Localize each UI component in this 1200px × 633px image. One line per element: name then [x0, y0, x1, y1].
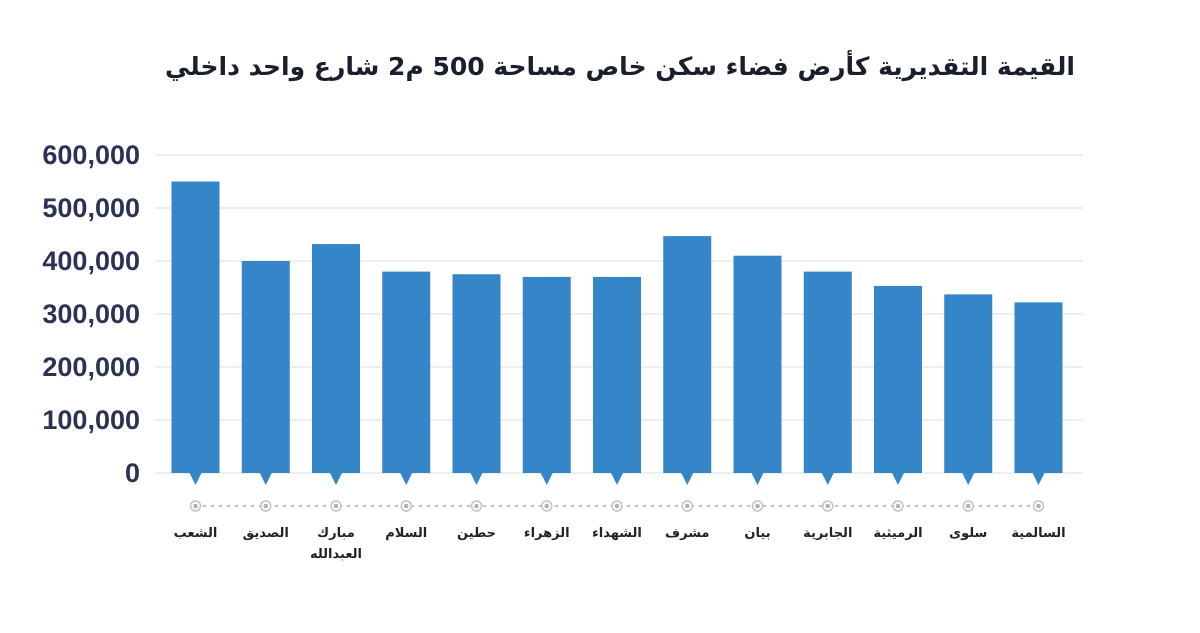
bar: [382, 271, 431, 473]
x-tick-label: الزهراء: [524, 526, 570, 541]
marker-dot: [895, 503, 901, 509]
x-tick-label: السلام: [385, 526, 427, 541]
bar-pointer: [611, 473, 623, 485]
y-tick-label: 400,000: [42, 246, 140, 276]
marker-dot: [403, 503, 409, 509]
y-tick-label: 100,000: [42, 405, 140, 435]
x-tick-label: السالمية: [1011, 526, 1065, 541]
marker-dot: [1036, 503, 1041, 509]
bar: [1014, 302, 1063, 473]
marker-dot: [825, 503, 831, 509]
bar: [522, 276, 571, 473]
x-tick-label: العبدالله: [310, 547, 362, 562]
marker-dot: [755, 503, 760, 509]
marker-dot: [193, 503, 198, 509]
x-tick-label: حطين: [457, 526, 496, 541]
bar-pointer: [1032, 473, 1045, 485]
marker-dot: [544, 503, 550, 509]
bar: [452, 274, 501, 473]
marker-dot: [965, 503, 971, 509]
bar-pointer: [962, 473, 975, 485]
x-tick-label: الرميثية: [873, 526, 922, 541]
bar: [241, 261, 290, 473]
bar: [663, 236, 712, 473]
x-tick-label: مشرف: [665, 526, 709, 541]
bar: [874, 285, 922, 473]
marker-dot: [333, 503, 339, 509]
bar-pointer: [681, 473, 694, 485]
y-tick-label: 200,000: [42, 352, 140, 382]
bar: [312, 244, 360, 473]
bar-pointer: [400, 473, 413, 485]
marker-dot: [474, 503, 479, 509]
y-tick-label: 0: [125, 458, 140, 488]
bar: [733, 255, 782, 473]
bar: [803, 271, 852, 473]
bar-pointer: [892, 473, 904, 485]
bar-pointer: [821, 473, 834, 485]
bar-pointer: [330, 473, 342, 485]
bar-pointer: [470, 473, 483, 485]
y-tick-label: 500,000: [42, 193, 140, 223]
marker-dot: [263, 503, 269, 509]
bar-pointer: [189, 473, 202, 485]
marker-dot: [614, 503, 620, 509]
bar: [171, 181, 220, 473]
x-tick-label: الجابرية: [803, 526, 852, 541]
bar: [944, 294, 993, 473]
y-tick-label: 600,000: [42, 140, 140, 170]
bar-pointer: [259, 473, 272, 485]
marker-dot: [684, 503, 690, 509]
x-tick-label: الشهداء: [592, 526, 642, 541]
y-tick-label: 300,000: [42, 299, 140, 329]
x-tick-label: الصديق: [243, 526, 289, 541]
x-tick-label: سلوى: [949, 526, 987, 541]
x-tick-label: مبارك: [317, 526, 355, 541]
chart-title: القيمة التقديرية كأرض فضاء سكن خاص مساحة…: [164, 52, 1076, 81]
bar: [593, 276, 641, 473]
x-tick-label: بيان: [744, 526, 770, 541]
bar-pointer: [540, 473, 553, 485]
x-tick-label: الشعب: [174, 526, 218, 541]
bar-pointer: [751, 473, 764, 485]
